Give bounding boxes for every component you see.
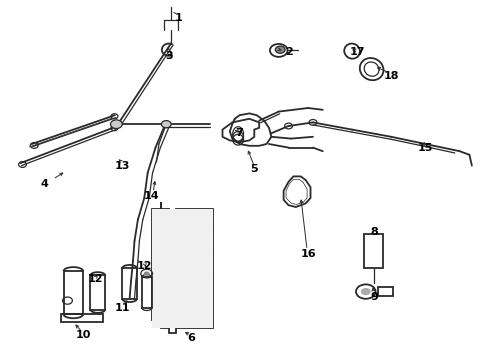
Text: 2: 2 (284, 47, 292, 57)
Text: 18: 18 (383, 71, 398, 81)
Text: 14: 14 (143, 191, 159, 201)
Text: 13: 13 (114, 161, 130, 171)
Text: 7: 7 (235, 128, 243, 138)
Text: 3: 3 (164, 51, 172, 61)
Bar (61, 314, 102, 322)
Circle shape (143, 271, 149, 276)
Text: 4: 4 (40, 179, 48, 189)
Bar (63, 271, 83, 314)
Text: 5: 5 (250, 164, 258, 174)
Circle shape (161, 121, 171, 128)
Text: 15: 15 (417, 143, 432, 153)
Text: 12: 12 (87, 274, 103, 284)
Text: 1: 1 (174, 13, 182, 23)
Text: 12: 12 (136, 261, 152, 271)
Bar (364, 234, 382, 268)
Text: 17: 17 (348, 47, 364, 57)
Circle shape (275, 46, 285, 53)
Text: 11: 11 (114, 303, 130, 313)
Bar (151, 209, 212, 328)
Text: 8: 8 (369, 227, 377, 237)
Text: 6: 6 (186, 333, 194, 343)
Text: 16: 16 (300, 249, 315, 259)
Bar (122, 268, 137, 299)
Circle shape (360, 288, 370, 295)
Bar (142, 277, 151, 308)
Text: 9: 9 (369, 292, 377, 302)
Text: 10: 10 (75, 330, 91, 340)
Circle shape (110, 120, 122, 129)
Bar (378, 287, 392, 296)
Bar (90, 275, 105, 310)
